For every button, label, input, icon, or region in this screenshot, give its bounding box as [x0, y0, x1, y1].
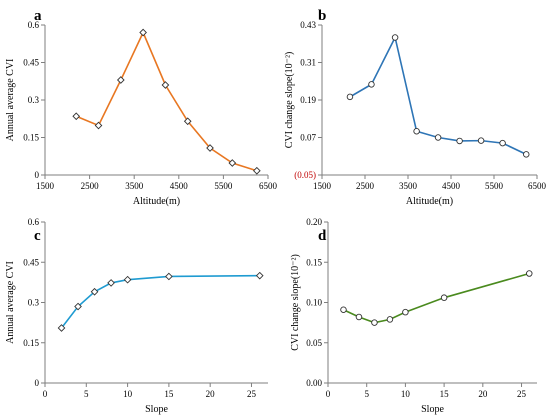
data-point — [499, 139, 506, 147]
x-tick-label: 2500 — [81, 181, 100, 191]
data-point — [523, 151, 530, 158]
data-point — [139, 28, 147, 37]
x-tick-label: 1500 — [36, 181, 55, 191]
y-tick-label: 0.07 — [300, 133, 316, 143]
y-tick-label: 0.20 — [306, 217, 322, 227]
y-tick-label: 0.3 — [28, 95, 40, 105]
y-tick-label: 0.15 — [23, 133, 39, 143]
y-tick-label: 0.43 — [300, 20, 316, 30]
panel-letter: d — [318, 228, 327, 244]
data-point — [57, 324, 66, 332]
data-point — [434, 134, 442, 141]
panel-d: 0.00 0.05 0.10 0.15 0.20 0 5 10 15 20 25 Slope CVI c… — [290, 217, 537, 415]
data-point — [368, 81, 375, 88]
data-point — [386, 316, 394, 323]
series-line — [75, 30, 258, 172]
x-axis-label: Altitude(m) — [133, 196, 180, 207]
data-point — [74, 302, 82, 311]
y-axis-label: Annual average CVI — [5, 59, 16, 142]
x-tick-label: 0 — [43, 389, 48, 399]
panel-letter: a — [34, 8, 42, 24]
data-point — [402, 308, 409, 316]
x-tick-label: 1500 — [313, 181, 332, 191]
data-point — [94, 121, 103, 130]
y-tick-label: 0.6 — [28, 217, 40, 227]
data-point — [183, 117, 192, 126]
data-point — [90, 287, 99, 296]
y-axis-label: CVI change slope(10⁻²) — [284, 52, 295, 149]
data-point — [165, 272, 173, 281]
y-tick-label: 0.05 — [306, 338, 322, 348]
x-tick-label: 4500 — [442, 181, 461, 191]
x-tick-label: 4500 — [170, 181, 189, 191]
x-tick-label: 20 — [206, 389, 216, 399]
y-tick-label: 0.10 — [306, 298, 322, 308]
data-point — [206, 144, 214, 152]
y-axis-label: CVI change slope(10⁻²) — [290, 254, 301, 351]
data-point — [161, 81, 170, 89]
x-axis-label: Altitude(m) — [406, 196, 453, 207]
x-tick-label: 6500 — [259, 181, 278, 191]
x-tick-label: 2500 — [356, 181, 375, 191]
data-point — [355, 313, 363, 321]
y-tick-label: (0.05) — [294, 170, 316, 180]
panel-letter: c — [34, 228, 41, 244]
data-point — [371, 319, 378, 326]
data-point — [340, 306, 347, 313]
data-point — [477, 137, 485, 144]
x-tick-label: 25 — [247, 389, 257, 399]
series-line — [343, 272, 530, 324]
y-tick-label: 0 — [35, 378, 40, 388]
data-point — [526, 270, 533, 277]
x-tick-label: 5 — [84, 389, 89, 399]
y-tick-label: 0.45 — [23, 58, 39, 68]
x-tick-label: 5500 — [485, 181, 504, 191]
x-tick-label: 10 — [123, 389, 133, 399]
y-axis-label: Annual average CVI — [5, 261, 16, 344]
data-point — [456, 137, 463, 145]
x-axis-label: Slope — [145, 404, 168, 415]
y-tick-label: 0.15 — [23, 338, 39, 348]
panel-letter: b — [318, 8, 326, 24]
data-point — [123, 275, 132, 284]
x-tick-label: 25 — [517, 389, 527, 399]
x-tick-label: 5500 — [214, 181, 233, 191]
x-tick-label: 15 — [440, 389, 450, 399]
x-tick-label: 3500 — [125, 181, 144, 191]
panel-a: 0 0.15 0.3 0.45 0.6 1500 2500 3500 4500 5500 6500 A… — [5, 8, 278, 207]
data-point — [346, 93, 354, 101]
data-point — [440, 294, 448, 301]
data-point — [107, 279, 115, 287]
x-tick-label: 15 — [164, 389, 174, 399]
x-tick-label: 3500 — [399, 181, 418, 191]
data-point — [72, 112, 81, 121]
data-point — [413, 127, 420, 135]
y-tick-label: 0.3 — [28, 298, 40, 308]
data-point — [255, 271, 264, 280]
y-tick-label: 0.6 — [28, 20, 40, 30]
panel-c: 0 0.15 0.3 0.45 0.6 0 5 10 15 20 25 Slope Annual ave… — [5, 217, 268, 415]
data-point — [228, 159, 237, 167]
x-tick-label: 10 — [401, 389, 411, 399]
series-line — [60, 274, 260, 329]
y-tick-label: 0.19 — [300, 95, 316, 105]
data-point — [116, 76, 125, 84]
x-axis-label: Slope — [421, 404, 444, 415]
y-tick-label: 0.15 — [306, 257, 322, 267]
x-tick-label: 6500 — [528, 181, 547, 191]
y-tick-label: 0.45 — [23, 257, 39, 267]
data-point — [391, 34, 399, 41]
y-tick-label: 0.31 — [300, 58, 316, 68]
y-tick-label: 0.00 — [306, 378, 322, 388]
x-tick-label: 0 — [326, 389, 331, 399]
y-tick-label: 0 — [35, 170, 40, 180]
data-point — [253, 166, 261, 175]
x-tick-label: 5 — [364, 389, 369, 399]
panel-b: (0.05) 0.07 0.19 0.31 0.43 1500 2500 3500 4500 55… — [284, 8, 547, 207]
x-tick-label: 20 — [478, 389, 488, 399]
